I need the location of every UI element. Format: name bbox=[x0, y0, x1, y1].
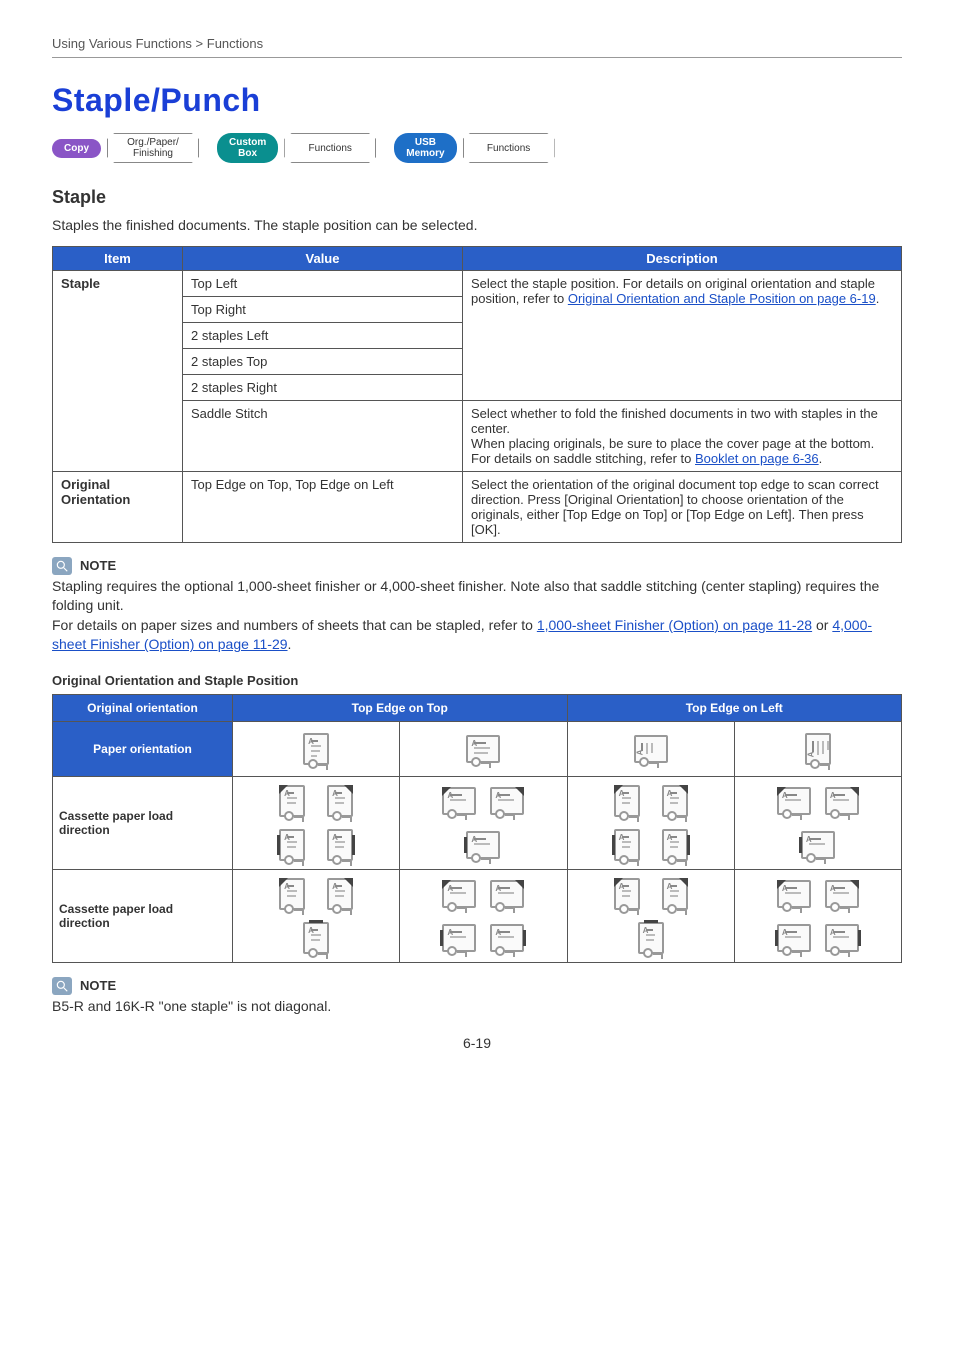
note-icon bbox=[52, 977, 72, 995]
note-2: NOTE B5-R and 16K-R "one staple" is not … bbox=[52, 977, 902, 1017]
c2-cell-2: A A A A bbox=[400, 869, 567, 962]
td-2left: 2 staples Left bbox=[183, 322, 463, 348]
pill-custom-box: Custom Box bbox=[217, 133, 278, 163]
po-cell-2: A bbox=[400, 721, 567, 776]
page-number: 6-19 bbox=[52, 1035, 902, 1051]
th-top-edge-left: Top Edge on Left bbox=[567, 694, 902, 721]
orientation-table: Original orientation Top Edge on Top Top… bbox=[52, 694, 902, 963]
th-desc: Description bbox=[463, 246, 902, 270]
staple-spec-table: Item Value Description Staple Top Left S… bbox=[52, 246, 902, 543]
td-topleft: Top Left bbox=[183, 270, 463, 296]
td-saddle-desc: Select whether to fold the finished docu… bbox=[463, 400, 902, 471]
row-cassette-1: Cassette paper load direction bbox=[53, 776, 233, 869]
c1-cell-3: A A A A bbox=[567, 776, 734, 869]
tag-usb-memory: Functions bbox=[463, 133, 555, 163]
td-2top: 2 staples Top bbox=[183, 348, 463, 374]
td-orient-item: Original Orientation bbox=[53, 471, 183, 542]
td-topright: Top Right bbox=[183, 296, 463, 322]
td-staple-item: Staple bbox=[53, 270, 183, 471]
th-item: Item bbox=[53, 246, 183, 270]
po-cell-4: A bbox=[734, 721, 901, 776]
c1-cell-1: A A A A bbox=[233, 776, 400, 869]
pill-usb-memory: USB Memory bbox=[394, 133, 456, 163]
staple-heading: Staple bbox=[52, 187, 902, 208]
note-icon bbox=[52, 557, 72, 575]
link-booklet[interactable]: Booklet on page 6-36 bbox=[695, 451, 819, 466]
th-top-edge-top: Top Edge on Top bbox=[233, 694, 568, 721]
note-title: NOTE bbox=[80, 558, 116, 573]
c1-cell-2: A A A bbox=[400, 776, 567, 869]
c2-cell-4: A A A A bbox=[734, 869, 901, 962]
tag-copy: Org./Paper/ Finishing bbox=[107, 133, 199, 163]
td-orient-desc: Select the orientation of the original d… bbox=[463, 471, 902, 542]
c1-cell-4: A A A bbox=[734, 776, 901, 869]
note-2-body: B5-R and 16K-R "one staple" is not diago… bbox=[52, 997, 902, 1017]
row-cassette-2: Cassette paper load direction bbox=[53, 869, 233, 962]
pill-copy: Copy bbox=[52, 139, 101, 158]
c2-cell-1: A A A bbox=[233, 869, 400, 962]
td-orient-value: Top Edge on Top, Top Edge on Left bbox=[183, 471, 463, 542]
th-value: Value bbox=[183, 246, 463, 270]
po-cell-3: A bbox=[567, 721, 734, 776]
tag-custom-box: Functions bbox=[284, 133, 376, 163]
link-1000-finisher[interactable]: 1,000-sheet Finisher (Option) on page 11… bbox=[537, 617, 812, 633]
td-saddle: Saddle Stitch bbox=[183, 400, 463, 471]
note-2-title: NOTE bbox=[80, 978, 116, 993]
note-body-1: Stapling requires the optional 1,000-she… bbox=[52, 577, 902, 616]
staple-intro: Staples the finished documents. The stap… bbox=[52, 216, 902, 236]
th-orig-orient: Original orientation bbox=[53, 694, 233, 721]
page-title: Staple/Punch bbox=[52, 82, 902, 119]
link-orientation-staple[interactable]: Original Orientation and Staple Position… bbox=[568, 291, 876, 306]
breadcrumb: Using Various Functions > Functions bbox=[52, 36, 902, 57]
function-path-row: Copy Org./Paper/ Finishing Custom Box Fu… bbox=[52, 133, 902, 163]
note-body-2: For details on paper sizes and numbers o… bbox=[52, 616, 902, 655]
divider bbox=[52, 57, 902, 58]
row-paper-orientation: Paper orientation bbox=[53, 721, 233, 776]
td-staple-desc: Select the staple position. For details … bbox=[463, 270, 902, 400]
td-2right: 2 staples Right bbox=[183, 374, 463, 400]
c2-cell-3: A A A bbox=[567, 869, 734, 962]
orientation-heading: Original Orientation and Staple Position bbox=[52, 673, 902, 688]
note-1: NOTE Stapling requires the optional 1,00… bbox=[52, 557, 902, 655]
po-cell-1: A bbox=[233, 721, 400, 776]
